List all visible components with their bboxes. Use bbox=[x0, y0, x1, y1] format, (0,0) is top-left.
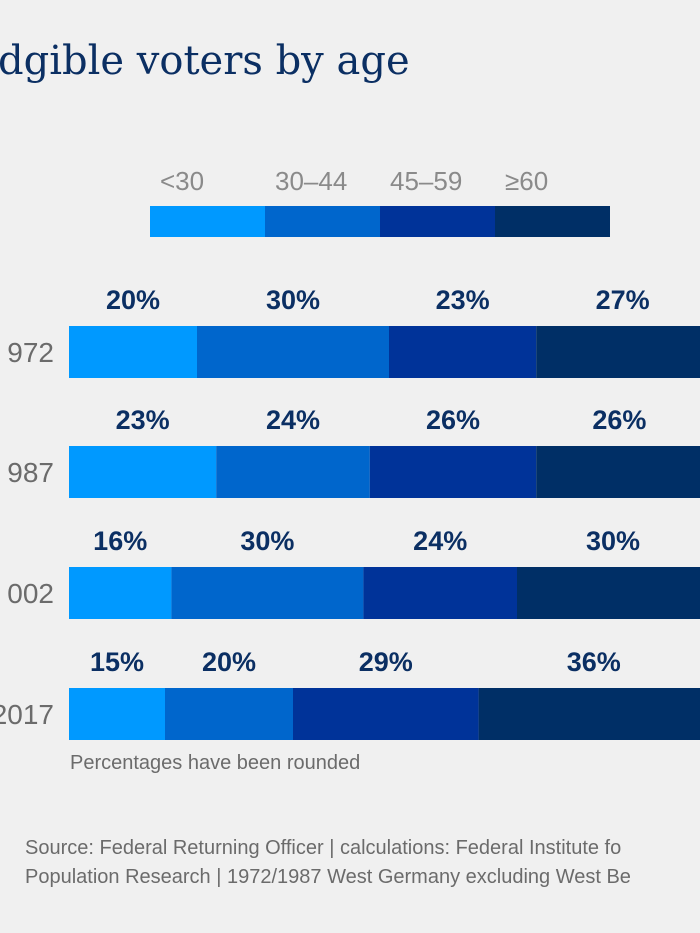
source-note: Source: Federal Returning Officer | calc… bbox=[25, 834, 631, 892]
category-label-3: 2017 bbox=[0, 699, 54, 730]
legend-label-2: 45–59 bbox=[390, 166, 462, 196]
bar-segment-3-0 bbox=[69, 688, 165, 740]
data-label-0-2: 23% bbox=[436, 285, 490, 315]
data-label-3-1: 20% bbox=[202, 647, 256, 677]
rounding-note: Percentages have been rounded bbox=[70, 752, 361, 774]
data-label-3-2: 29% bbox=[359, 647, 413, 677]
data-label-1-3: 26% bbox=[592, 405, 646, 435]
legend-label-1: 30–44 bbox=[275, 166, 347, 196]
bar-segment-3-2 bbox=[293, 688, 479, 740]
category-label-2: 002 bbox=[7, 578, 54, 609]
bar-segment-0-3 bbox=[536, 326, 700, 378]
bar-segment-0-2 bbox=[389, 326, 537, 378]
source-line-1: Source: Federal Returning Officer | calc… bbox=[25, 837, 622, 859]
bar-segment-3-3 bbox=[478, 688, 700, 740]
bar-segment-1-3 bbox=[536, 446, 700, 498]
data-label-1-0: 23% bbox=[116, 405, 170, 435]
data-label-3-0: 15% bbox=[90, 647, 144, 677]
legend-swatch-2 bbox=[380, 206, 495, 237]
data-label-0-3: 27% bbox=[596, 285, 650, 315]
bar-segment-1-1 bbox=[216, 446, 370, 498]
data-label-2-2: 24% bbox=[413, 526, 467, 556]
bar-segment-1-2 bbox=[369, 446, 537, 498]
bar-segment-0-0 bbox=[69, 326, 197, 378]
legend-label-0: <30 bbox=[160, 166, 204, 196]
legend-swatch-3 bbox=[495, 206, 610, 237]
bar-segment-2-1 bbox=[171, 567, 364, 619]
category-label-0: 972 bbox=[7, 337, 54, 368]
bar-segment-1-0 bbox=[69, 446, 217, 498]
data-label-0-1: 30% bbox=[266, 285, 320, 315]
data-label-1-2: 26% bbox=[426, 405, 480, 435]
legend-swatch-1 bbox=[265, 206, 380, 237]
bar-segment-3-1 bbox=[165, 688, 293, 740]
data-label-1-1: 24% bbox=[266, 405, 320, 435]
data-label-2-1: 30% bbox=[240, 526, 294, 556]
data-label-3-3: 36% bbox=[567, 647, 621, 677]
bar-segment-0-1 bbox=[197, 326, 389, 378]
bar-segment-2-2 bbox=[363, 567, 517, 619]
source-line-2: Population Research | 1972/1987 West Ger… bbox=[25, 866, 631, 888]
data-label-0-0: 20% bbox=[106, 285, 160, 315]
data-label-2-0: 16% bbox=[93, 526, 147, 556]
legend-label-3: ≥60 bbox=[505, 166, 548, 196]
legend-swatch-0 bbox=[150, 206, 265, 237]
bar-segment-2-0 bbox=[69, 567, 172, 619]
category-label-1: 987 bbox=[7, 457, 54, 488]
data-label-2-3: 30% bbox=[586, 526, 640, 556]
chart-title: dgible voters by age bbox=[0, 38, 410, 84]
bar-segment-2-3 bbox=[517, 567, 700, 619]
